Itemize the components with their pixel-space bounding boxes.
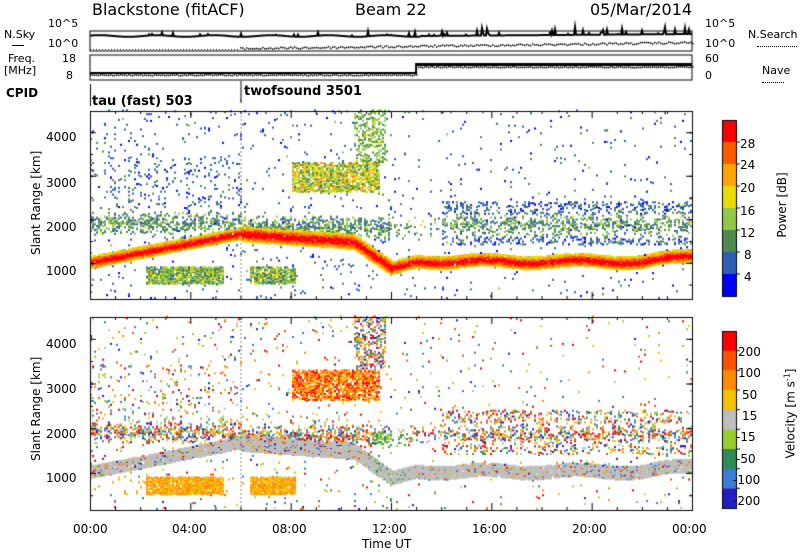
power-cbar-tick-12: 12 [740,226,756,240]
power-cbar-tick-4: 4 [744,270,752,284]
cpid-label: CPID [6,86,39,100]
freq-unit-label: [MHz] [4,64,37,77]
power-ytick-3000: 3000 [46,176,77,190]
nsky-label: N.Sky [4,28,36,41]
velocity-cbar-tick-200: 200 [738,345,761,359]
velocity-ytick-4000: 4000 [46,337,77,351]
xtick-1600: 16:00 [472,522,507,536]
freq-tick-low: 8 [66,69,73,82]
velocity-cbar-tick-50: 50 [742,388,758,402]
cpid-mode-1: tau (fast) 503 [92,94,193,109]
velocity-cbar-tick-neg100: -100 [733,473,761,487]
velocity-ytick-3000: 3000 [46,382,77,396]
velocity-cbar-tick-neg15: -15 [736,430,756,444]
power-cbar-tick-28: 28 [740,137,756,151]
power-cbar-tick-20: 20 [740,181,756,195]
freq-label: Freq. [8,52,36,65]
nsky-tick-high: 10^5 [48,17,79,30]
xtick-2400: 00:00 [672,522,707,536]
velocity-ytick-2000: 2000 [46,427,77,441]
nave-legend-line [762,82,784,83]
power-cbar-tick-24: 24 [740,158,756,172]
power-cbar-tick-16: 16 [740,204,756,218]
xtick-0800: 08:00 [272,522,307,536]
power-ylabel: Slant Range [km] [29,150,43,255]
nsearch-tick-low: 10^0 [705,37,736,50]
velocity-cbar-label: Velocity [m s-1] [782,368,798,459]
velocity-cbar-tick-neg50: -50 [736,452,756,466]
xtick-2000: 20:00 [572,522,607,536]
station-title: Blackstone (fitACF) [92,0,245,19]
nsky-legend-line [12,45,24,46]
power-ytick-1000: 1000 [46,264,77,278]
xtick-0400: 04:00 [172,522,207,536]
power-cbar-tick-8: 8 [744,248,752,262]
beam-title: Beam 22 [355,0,427,19]
nsky-tick-low: 10^0 [48,37,79,50]
nave-tick-high: 60 [705,52,719,65]
xtick-1200: 12:00 [372,522,407,536]
velocity-cbar-tick-15: 15 [742,409,758,423]
power-ytick-4000: 4000 [46,130,77,144]
nave-label: Nave [762,64,791,77]
velocity-ylabel: Slant Range [km] [29,356,43,461]
nsearch-legend-line [757,46,797,47]
nave-tick-low: 0 [705,69,712,82]
date-title: 05/Mar/2014 [590,0,693,19]
velocity-cbar-tick-100: 100 [738,366,761,380]
xtick-0000: 00:00 [73,522,108,536]
nsearch-label: N.Search [748,28,798,41]
power-ytick-2000: 2000 [46,220,77,234]
nsearch-tick-high: 10^5 [705,17,736,30]
cpid-mode-2: twofsound 3501 [244,84,363,99]
velocity-cbar-tick-neg200: -200 [733,494,761,508]
power-cbar-label: Power [dB] [775,172,789,238]
freq-tick-high: 18 [62,52,76,65]
xaxis-label: Time UT [362,537,412,551]
velocity-ytick-1000: 1000 [46,471,77,485]
